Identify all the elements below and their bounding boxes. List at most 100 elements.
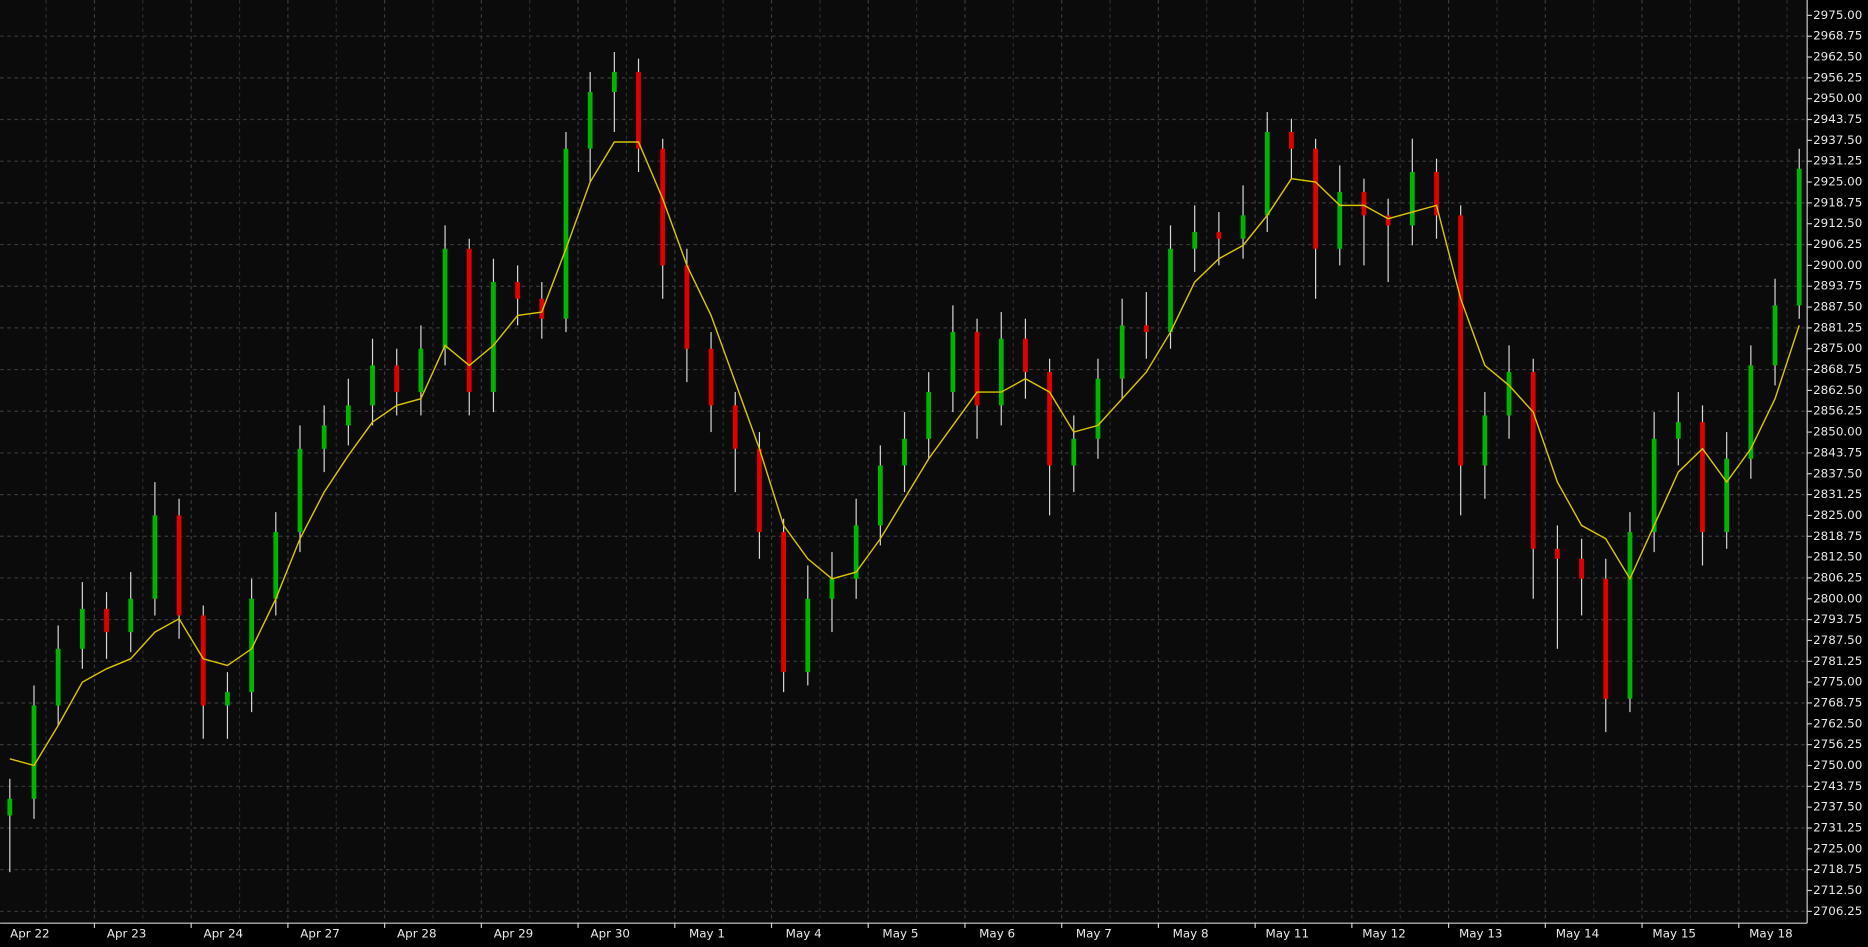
y-tick-label: 2806.25 <box>1813 570 1862 584</box>
candle-body <box>515 282 521 299</box>
candle-body <box>1772 305 1778 366</box>
candle-body <box>611 72 617 93</box>
candle-body <box>1627 532 1633 699</box>
candle-body <box>370 365 375 406</box>
candle-body <box>128 598 134 633</box>
candle-body <box>1240 215 1246 239</box>
y-tick-label: 2781.25 <box>1813 654 1862 668</box>
candle-body <box>902 438 907 466</box>
x-tick-label: May 14 <box>1556 926 1600 940</box>
y-tick-label: 2962.50 <box>1813 50 1862 64</box>
y-tick-label: 2712.50 <box>1813 883 1862 897</box>
candle-body <box>805 598 811 673</box>
x-tick-label: May 1 <box>689 926 725 940</box>
candle-body <box>660 148 666 266</box>
candle-body <box>1675 422 1681 439</box>
candle-body <box>1555 548 1560 559</box>
candle-body <box>249 598 255 693</box>
candle-body <box>1651 438 1657 533</box>
candle-body <box>152 515 158 599</box>
candle-body <box>1192 232 1198 249</box>
candle-body <box>877 465 883 526</box>
candle-body <box>1748 365 1754 459</box>
y-tick-label: 2731.25 <box>1813 820 1862 834</box>
candle-body <box>297 448 303 533</box>
y-tick-label: 2743.75 <box>1813 779 1862 793</box>
x-tick-label: May 12 <box>1362 926 1406 940</box>
y-tick-label: 2875.00 <box>1813 341 1862 355</box>
y-tick-label: 2893.75 <box>1813 279 1862 293</box>
candle-body <box>1603 578 1609 699</box>
y-tick-label: 2862.50 <box>1813 383 1862 397</box>
y-tick-label: 2912.50 <box>1813 216 1862 230</box>
candle-body <box>1361 192 1367 216</box>
candle-body <box>1264 132 1270 216</box>
y-tick-label: 2793.75 <box>1813 612 1862 626</box>
y-tick-label: 2812.50 <box>1813 550 1862 564</box>
candle-body <box>781 532 786 673</box>
candle-body <box>950 332 956 393</box>
candle-body <box>1095 378 1101 439</box>
y-tick-label: 2831.25 <box>1813 487 1862 501</box>
y-tick-label: 2725.00 <box>1813 841 1862 855</box>
y-tick-label: 2737.50 <box>1813 800 1862 814</box>
labels: 2706.25 2712.50 2718.75 2725.00 2731.25 2737.… <box>10 8 1862 941</box>
candle-body <box>587 92 593 149</box>
candle-body <box>225 692 230 706</box>
y-tick-label: 2800.00 <box>1813 591 1862 605</box>
candle-body <box>539 298 545 319</box>
candle-body <box>442 248 448 349</box>
candle-body <box>7 798 13 816</box>
candle-body <box>345 405 351 426</box>
candle-body <box>321 425 327 449</box>
y-tick-label: 2818.75 <box>1813 529 1862 543</box>
y-tick-label: 2950.00 <box>1813 91 1862 105</box>
candle-body <box>79 608 85 649</box>
y-tick-label: 2900.00 <box>1813 258 1862 272</box>
y-tick-label: 2775.00 <box>1813 675 1862 689</box>
y-tick-label: 2931.25 <box>1813 154 1862 168</box>
candle-body <box>491 282 496 393</box>
candle-body <box>1143 325 1149 333</box>
x-tick-label: May 8 <box>1173 926 1209 940</box>
y-tick-label: 2925.00 <box>1813 175 1862 189</box>
x-tick-label: May 18 <box>1749 926 1793 940</box>
x-tick-label: Apr 29 <box>494 926 534 940</box>
candle-body <box>1385 215 1391 226</box>
y-tick-label: 2937.50 <box>1813 133 1862 147</box>
y-tick-label: 2975.00 <box>1813 8 1862 22</box>
y-tick-label: 2887.50 <box>1813 300 1862 314</box>
candle-body <box>394 365 400 393</box>
y-tick-label: 2787.50 <box>1813 633 1862 647</box>
candle-body <box>1458 215 1464 466</box>
candle-body <box>1796 168 1802 306</box>
candle-body <box>829 578 835 599</box>
x-tick-label: May 11 <box>1266 926 1310 940</box>
x-tick-label: May 6 <box>979 926 1015 940</box>
marks <box>7 52 1802 873</box>
y-tick-label: 2918.75 <box>1813 195 1862 209</box>
y-tick-label: 2850.00 <box>1813 425 1862 439</box>
y-tick-label: 2762.50 <box>1813 716 1862 730</box>
candle-body <box>636 72 641 149</box>
candle-body <box>1724 458 1730 533</box>
x-tick-label: May 13 <box>1459 926 1503 940</box>
x-tick-label: May 7 <box>1076 926 1112 940</box>
candle-body <box>1071 438 1077 466</box>
candle-body <box>1289 132 1294 149</box>
candle-body <box>176 515 182 616</box>
moving-average-line <box>9 141 1800 767</box>
candle-body <box>1409 172 1415 226</box>
candle-body <box>273 532 279 599</box>
candle-body <box>684 265 690 349</box>
candle-body <box>757 448 762 533</box>
x-tick-label: May 4 <box>786 926 822 940</box>
y-tick-label: 2768.75 <box>1813 695 1862 709</box>
y-tick-label: 2856.25 <box>1813 404 1862 418</box>
x-tick-label: Apr 24 <box>204 926 244 940</box>
x-tick-label: Apr 23 <box>107 926 147 940</box>
y-tick-label: 2706.25 <box>1813 904 1862 918</box>
candle-body <box>418 348 424 393</box>
candle-body <box>563 148 569 319</box>
candle-body <box>1700 422 1705 533</box>
